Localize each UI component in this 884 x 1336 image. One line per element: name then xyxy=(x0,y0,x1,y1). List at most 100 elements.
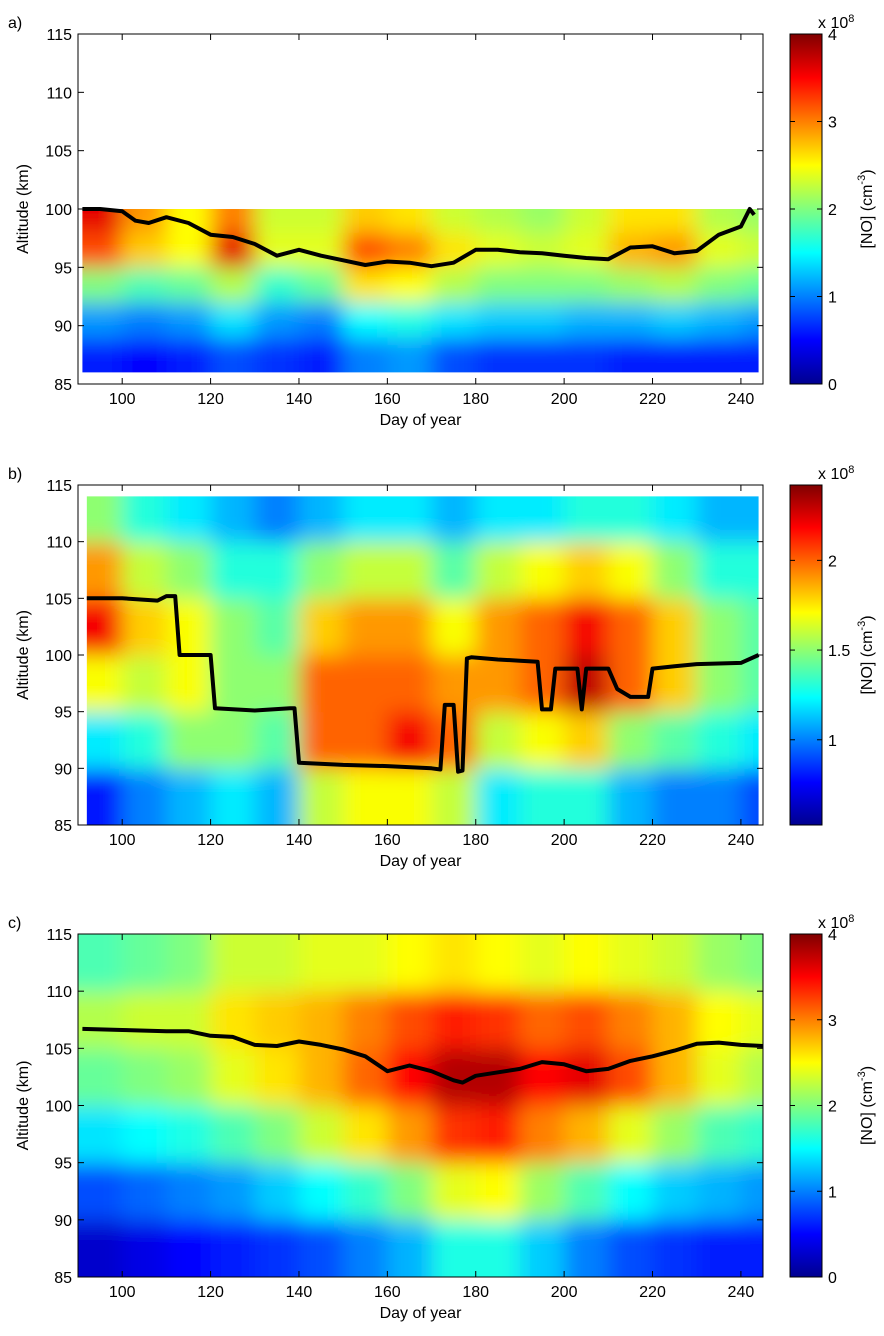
field-cell xyxy=(519,337,565,373)
field-cell xyxy=(431,1105,477,1164)
y-tick-label: 115 xyxy=(46,27,72,44)
field-cell xyxy=(210,302,256,338)
field-cell xyxy=(475,1048,521,1106)
field-cell xyxy=(696,1162,742,1221)
field-cell xyxy=(254,711,300,769)
x-tick-label: 220 xyxy=(639,391,666,408)
multiplier-exponent: 8 xyxy=(848,913,854,925)
x-tick-label: 100 xyxy=(109,832,136,849)
field-cell xyxy=(740,541,759,599)
field-cell xyxy=(343,337,388,373)
field-cell xyxy=(122,232,167,268)
multiplier-base: x 10 xyxy=(818,15,848,32)
field-cell xyxy=(431,934,477,992)
colorbar-label-exponent: -3 xyxy=(856,621,868,631)
field-cell xyxy=(298,267,344,303)
field-cell xyxy=(343,267,388,303)
field-cell xyxy=(82,302,123,338)
field-cell xyxy=(298,541,344,599)
field-cells xyxy=(82,209,759,373)
y-tick-label: 90 xyxy=(54,1213,72,1230)
field-cell xyxy=(564,1219,609,1277)
field-cell xyxy=(740,1105,763,1164)
field-cell xyxy=(431,209,477,233)
field-cell xyxy=(652,541,698,599)
colorbar-label-part: ) xyxy=(859,169,876,174)
field-cell xyxy=(298,1105,344,1164)
field-cell xyxy=(608,711,654,769)
field-cell xyxy=(564,209,609,233)
field-cell xyxy=(86,541,123,599)
field-cell xyxy=(166,1219,212,1277)
field-cell xyxy=(166,1048,212,1106)
field-cell xyxy=(210,1162,256,1221)
field-cell xyxy=(564,1162,609,1221)
field-cell xyxy=(387,655,433,713)
field-cell xyxy=(82,267,123,303)
field-cell xyxy=(696,1048,742,1106)
field-cell xyxy=(387,768,433,825)
field-cell xyxy=(343,711,388,769)
field-cell xyxy=(696,541,742,599)
colorbar-label-part: ) xyxy=(859,1066,876,1071)
field-cell xyxy=(122,934,167,992)
field-cell xyxy=(564,1048,609,1106)
x-tick-label: 160 xyxy=(374,832,401,849)
field-cell xyxy=(122,711,167,769)
field-cell xyxy=(564,541,609,599)
field-cell xyxy=(387,711,433,769)
colorbar-label-part: [NO] (cm xyxy=(859,631,876,695)
field-cell xyxy=(343,655,388,713)
x-tick-label: 180 xyxy=(462,832,489,849)
field-cell xyxy=(254,496,300,543)
field-cell xyxy=(86,598,123,656)
field-cell xyxy=(343,1162,388,1221)
field-cell xyxy=(387,302,433,338)
y-tick-label: 100 xyxy=(45,1099,72,1116)
field-cell xyxy=(740,302,759,338)
field-cell xyxy=(298,991,344,1049)
field-cell xyxy=(431,768,477,825)
field-cell xyxy=(122,768,167,825)
field-cell xyxy=(254,209,300,233)
field-cell xyxy=(652,598,698,656)
panel-label: c) xyxy=(8,915,21,932)
colorbar-tick-label: 0 xyxy=(828,1270,837,1287)
field-cell xyxy=(519,209,565,233)
field-cell xyxy=(740,267,759,303)
y-tick-label: 100 xyxy=(45,202,72,219)
field-cell xyxy=(564,711,609,769)
field-cell xyxy=(210,598,256,656)
field-cell xyxy=(78,1219,123,1277)
field-cell xyxy=(298,934,344,992)
field-cell xyxy=(254,541,300,599)
field-cell xyxy=(387,541,433,599)
field-cell xyxy=(343,209,388,233)
colorbar-tick-label: 3 xyxy=(828,115,837,132)
field-cell xyxy=(82,209,123,233)
profile-line xyxy=(82,1026,764,1085)
field-cell xyxy=(122,991,167,1049)
field-cell xyxy=(519,1048,565,1106)
field-cell xyxy=(740,496,759,543)
profile-line xyxy=(82,207,756,269)
panel-label: a) xyxy=(8,15,22,32)
colorbar-label-exponent: -3 xyxy=(856,1071,868,1081)
field-cell xyxy=(519,232,565,268)
field-cell xyxy=(78,934,123,992)
y-tick-label: 110 xyxy=(46,535,72,552)
x-tick-label: 220 xyxy=(639,832,666,849)
field-cell xyxy=(696,598,742,656)
field-cell xyxy=(652,267,698,303)
y-axis-label: Altitude (km) xyxy=(15,1061,32,1151)
field xyxy=(82,209,759,373)
x-tick-label: 100 xyxy=(109,1284,136,1301)
field-cell xyxy=(254,1219,300,1277)
field-cell xyxy=(696,267,742,303)
field-cell xyxy=(166,768,212,825)
field-cell xyxy=(519,1105,565,1164)
field-cell xyxy=(254,655,300,713)
field-cell xyxy=(122,598,167,656)
